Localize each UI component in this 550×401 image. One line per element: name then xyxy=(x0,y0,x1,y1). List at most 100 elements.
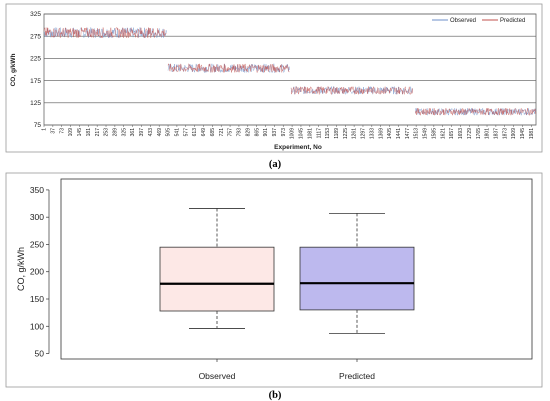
y-tick-label-2: 150 xyxy=(30,294,44,304)
x-tick-label-22: 793 xyxy=(237,128,243,137)
x-tick-label-32: 1153 xyxy=(325,128,331,139)
chart-a-y-axis-label: CO, g/kWh xyxy=(10,54,17,87)
x-tick-label-27: 973 xyxy=(281,128,287,137)
x-tick-label-28: 1009 xyxy=(290,128,296,139)
x-tick-label-13: 469 xyxy=(157,128,163,137)
x-tick-label-51: 1837 xyxy=(493,128,499,139)
x-tick-label-0: 1 xyxy=(42,128,48,131)
box-observed xyxy=(159,246,275,312)
y-tick-label-4: 250 xyxy=(30,239,44,249)
x-tick-label-7: 253 xyxy=(104,128,110,137)
y-tick-label-3: 200 xyxy=(30,267,44,277)
x-tick-label-41: 1477 xyxy=(405,128,411,139)
x-tick-label-6: 217 xyxy=(95,128,101,137)
x-tick-label-54: 1945 xyxy=(520,128,526,139)
y-tick-label-6: 350 xyxy=(30,185,44,195)
x-tick-label-25: 901 xyxy=(263,128,269,137)
chart-b-y-ticks: 50 100 150 200 250 300 350 xyxy=(30,185,50,359)
chart-b-frame xyxy=(5,172,543,388)
y-tick-label-2: 175 xyxy=(30,78,41,85)
series-observed-segment-2 xyxy=(290,85,413,95)
line-chart-panel: 75 125 175 225 275 325 1 37 73 109 145 181 217 253 28… xyxy=(5,3,543,153)
x-tick-label-predicted: Predicted xyxy=(339,371,375,381)
x-tick-label-18: 649 xyxy=(201,128,207,137)
x-tick-label-8: 289 xyxy=(112,128,118,137)
x-tick-label-1: 37 xyxy=(50,128,56,134)
y-tick-label-5: 325 xyxy=(30,11,41,18)
x-tick-label-2: 73 xyxy=(59,128,65,134)
y-tick-label-0: 75 xyxy=(34,122,42,129)
y-tick-label-1: 125 xyxy=(30,100,41,107)
x-tick-label-14: 505 xyxy=(166,128,172,137)
x-tick-label-46: 1657 xyxy=(449,128,455,139)
chart-b-x-ticks: Observed Predicted xyxy=(199,359,375,381)
x-tick-label-21: 757 xyxy=(228,128,234,137)
series-predicted-segment-3 xyxy=(415,107,537,116)
chart-a-frame xyxy=(5,3,543,153)
box-predicted xyxy=(299,246,415,311)
x-tick-label-24: 865 xyxy=(254,128,260,137)
legend-label-observed: Observed xyxy=(450,18,476,24)
x-tick-label-47: 1693 xyxy=(458,128,464,139)
x-tick-label-3: 109 xyxy=(68,128,74,137)
chart-b-y-axis-label: CO, g/kWh xyxy=(16,247,26,291)
x-tick-label-16: 577 xyxy=(183,128,189,137)
x-tick-label-23: 829 xyxy=(245,128,251,137)
chart-b-boxes xyxy=(159,208,415,334)
x-tick-label-37: 1333 xyxy=(369,128,375,139)
chart-a-plot-area xyxy=(43,13,537,126)
x-tick-label-9: 325 xyxy=(121,128,127,137)
x-tick-label-31: 1117 xyxy=(316,128,322,139)
x-tick-label-55: 1981 xyxy=(529,128,535,139)
x-tick-label-44: 1585 xyxy=(431,128,437,139)
chart-a-x-axis-label: Experiment, No xyxy=(274,144,322,151)
x-tick-label-53: 1909 xyxy=(511,128,517,139)
chart-b-plot-area xyxy=(60,178,533,360)
series-predicted-segment-1 xyxy=(167,63,290,74)
x-tick-label-10: 361 xyxy=(130,128,136,137)
x-tick-label-48: 1729 xyxy=(467,128,473,139)
chart-a-legend: Observed Predicted xyxy=(432,18,525,24)
panel-a-caption: (a) xyxy=(269,159,282,170)
y-tick-label-5: 300 xyxy=(30,212,44,222)
x-tick-label-43: 1549 xyxy=(423,128,429,139)
x-tick-label-30: 1081 xyxy=(307,128,313,139)
x-tick-label-35: 1261 xyxy=(352,128,358,139)
x-tick-label-26: 937 xyxy=(272,128,278,137)
x-tick-label-33: 1189 xyxy=(334,128,340,139)
panel-b-caption: (b) xyxy=(269,390,282,401)
series-observed-segment-1 xyxy=(167,63,290,74)
x-tick-label-5: 181 xyxy=(86,128,92,137)
x-tick-label-36: 1297 xyxy=(361,128,367,139)
x-tick-label-17: 613 xyxy=(192,128,198,137)
chart-a-series xyxy=(43,27,537,117)
x-tick-label-34: 1225 xyxy=(343,128,349,139)
x-tick-label-45: 1621 xyxy=(440,128,446,139)
x-tick-label-49: 1765 xyxy=(476,128,482,139)
x-tick-label-38: 1369 xyxy=(378,128,384,139)
y-tick-label-4: 275 xyxy=(30,33,41,40)
x-tick-label-29: 1045 xyxy=(299,128,305,139)
x-tick-label-11: 397 xyxy=(139,128,145,137)
legend-label-predicted: Predicted xyxy=(500,18,525,24)
box-plot-panel: 50 100 150 200 250 300 350 Observed Predicted C… xyxy=(5,172,543,388)
series-predicted-segment-0 xyxy=(43,27,167,39)
x-tick-label-15: 541 xyxy=(175,128,181,137)
series-predicted-segment-2 xyxy=(290,85,413,96)
chart-a-gridlines xyxy=(44,13,536,126)
x-tick-label-19: 685 xyxy=(210,128,216,137)
chart-a-y-ticks: 75 125 175 225 275 325 xyxy=(30,11,41,129)
chart-a-x-ticks: 1 37 73 109 145 181 217 253 289 325 361 397 433 469 50… xyxy=(42,125,535,139)
x-tick-label-12: 433 xyxy=(148,128,154,137)
y-tick-label-1: 100 xyxy=(30,321,44,331)
x-tick-label-observed: Observed xyxy=(199,371,236,381)
x-tick-label-20: 721 xyxy=(219,128,225,137)
y-tick-label-0: 50 xyxy=(35,349,45,359)
y-tick-label-3: 225 xyxy=(30,56,41,63)
x-tick-label-40: 1441 xyxy=(396,128,402,139)
x-tick-label-50: 1801 xyxy=(485,128,491,139)
x-tick-label-39: 1405 xyxy=(387,128,393,139)
x-tick-label-52: 1873 xyxy=(502,128,508,139)
x-tick-label-4: 145 xyxy=(77,128,83,137)
